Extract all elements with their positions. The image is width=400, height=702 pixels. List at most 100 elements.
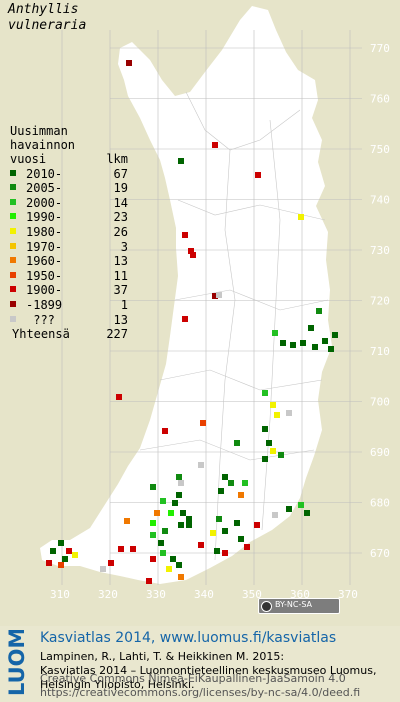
legend-head-columns: vuosi lkm	[10, 152, 128, 167]
observation-square	[272, 330, 278, 336]
observation-square	[242, 480, 248, 486]
observation-square	[182, 316, 188, 322]
observation-square	[188, 248, 194, 254]
observation-square	[262, 390, 268, 396]
legend-row: ??? 13	[10, 312, 128, 328]
legend-count: 26	[113, 224, 128, 239]
legend-row: -1899 1	[10, 297, 128, 313]
legend-label: 1980-	[26, 224, 63, 239]
observation-square	[216, 516, 222, 522]
observation-square	[50, 548, 56, 554]
legend-swatch	[10, 300, 16, 307]
x-tick-label: 330	[146, 588, 166, 601]
observation-square	[298, 502, 304, 508]
x-tick-label: 310	[50, 588, 70, 601]
source-title: Kasviatlas 2014, www.luomus.fi/kasviatla…	[40, 630, 337, 646]
observation-square	[212, 293, 218, 299]
observation-square	[266, 440, 272, 446]
observation-square	[150, 556, 156, 562]
legend-swatch	[10, 213, 16, 220]
observation-square	[222, 550, 228, 556]
observation-square	[108, 560, 114, 566]
observation-square	[270, 402, 276, 408]
legend-swatch	[10, 227, 16, 234]
legend-swatch	[10, 257, 16, 264]
legend-count: 11	[113, 268, 128, 283]
observation-square	[274, 412, 280, 418]
observation-square	[286, 410, 292, 416]
legend-row: 2000- 14	[10, 196, 128, 211]
observation-square	[262, 456, 268, 462]
observation-square	[255, 172, 261, 178]
observation-square	[176, 492, 182, 498]
legend-count: 13	[113, 254, 128, 269]
observation-square	[198, 542, 204, 548]
observation-square	[178, 480, 184, 486]
observation-square	[312, 344, 318, 350]
map-grid	[61, 30, 362, 585]
luomus-logo-text: LUOMUS	[5, 630, 29, 696]
legend-label: 2005-	[26, 181, 63, 196]
observation-square	[270, 448, 276, 454]
legend-total-label: Yhteensä	[12, 327, 70, 342]
legend-swatch	[10, 198, 16, 205]
species-title: Anthyllis vulneraria	[8, 2, 86, 34]
source-cite-line3: Helsingin Yliopisto, Helsinki.	[40, 678, 195, 691]
legend-row: 1900- 37	[10, 283, 128, 298]
y-tick-label: 680	[370, 497, 390, 510]
observation-square	[272, 512, 278, 518]
legend-total-count: 227	[106, 327, 128, 342]
x-tick-label: 350	[242, 588, 262, 601]
y-tick-label: 740	[370, 194, 390, 207]
observation-square	[180, 510, 186, 516]
observation-square	[290, 342, 296, 348]
legend-swatch	[10, 286, 16, 293]
observation-square	[150, 520, 156, 526]
y-tick-label: 710	[370, 345, 390, 358]
legend-label: -1899	[26, 297, 63, 312]
luomus-logo: LUOMUS	[5, 630, 29, 696]
footer	[0, 626, 400, 702]
observation-square	[332, 332, 338, 338]
observation-square	[46, 560, 52, 566]
legend-row: 1970- 3	[10, 240, 128, 255]
observation-square	[186, 516, 192, 522]
observation-square	[322, 338, 328, 344]
observation-squares	[46, 60, 338, 584]
legend-total-row: Yhteensä 227	[10, 327, 128, 342]
observation-square	[178, 158, 184, 164]
observation-square	[190, 252, 196, 258]
legend-row: 2010- 67	[10, 166, 128, 182]
observation-square	[168, 510, 174, 516]
observation-square	[166, 566, 172, 572]
cc-license-badge: BY-NC-SA	[258, 598, 340, 614]
observation-square	[170, 556, 176, 562]
observation-square	[130, 546, 136, 552]
legend-count: 23	[113, 210, 128, 225]
observation-square	[172, 500, 178, 506]
legend-label: ???	[26, 312, 55, 327]
x-tick-label: 360	[290, 588, 310, 601]
observation-square	[178, 574, 184, 580]
observation-square	[126, 60, 132, 66]
legend-count: 37	[113, 283, 128, 298]
y-tick-label: 730	[370, 244, 390, 257]
legend-head-line1: Uusimman	[10, 124, 68, 138]
map-panel: 770 760 750 740 730 720 710 700 690 680 670 310 320…	[8, 2, 390, 614]
legend-count: 13	[113, 312, 128, 327]
species-title-line1: Anthyllis	[8, 2, 79, 17]
y-tick-label: 700	[370, 396, 390, 409]
observation-square	[150, 532, 156, 538]
observation-square	[278, 452, 284, 458]
observation-square	[146, 578, 152, 584]
legend-swatch	[10, 271, 16, 278]
observation-square	[154, 510, 160, 516]
legend-swatch	[10, 315, 16, 322]
legend-label: 1950-	[26, 268, 63, 283]
observation-square	[182, 232, 188, 238]
observation-square	[200, 420, 206, 426]
observation-square	[178, 522, 184, 528]
legend-label: 2010-	[26, 166, 63, 181]
legend: Uusimman havainnon vuosi lkm 2010- 67 2005…	[10, 124, 128, 342]
legend-count: 67	[113, 166, 128, 181]
